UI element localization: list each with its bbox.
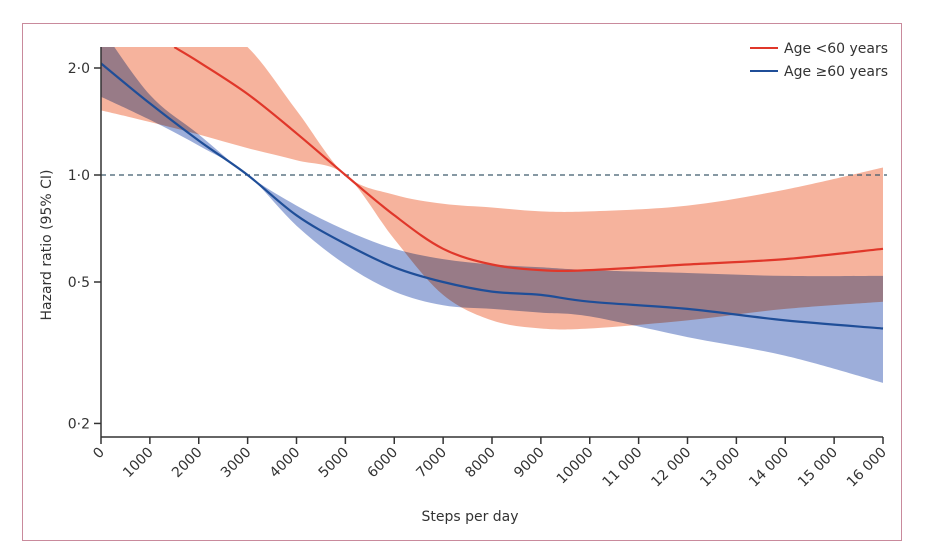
- y-tick-label: 1·0: [68, 168, 90, 184]
- y-axis-title: Hazard ratio (95% CI): [39, 169, 55, 320]
- x-tick-label: 4000: [267, 445, 304, 482]
- ci-band-over-60: [101, 47, 883, 383]
- x-tick-label: 16 000: [844, 445, 890, 491]
- legend: Age <60 years Age ≥60 years: [750, 41, 888, 80]
- x-tick-label: 10000: [554, 445, 597, 488]
- x-tick-label: 11 000: [599, 445, 645, 491]
- legend-label: Age ≥60 years: [784, 64, 888, 80]
- y-tick-label: 0·5: [68, 275, 90, 291]
- x-tick-label: 0: [90, 445, 108, 463]
- x-tick-label: 5000: [316, 445, 353, 482]
- x-tick-label: 13 000: [697, 445, 743, 491]
- ci-band-under-60: [101, 47, 883, 330]
- x-tick-label: 12 000: [648, 445, 694, 491]
- x-axis-title: Steps per day: [421, 509, 518, 525]
- x-tick-label: 7000: [413, 445, 450, 482]
- line-under-60: [173, 47, 884, 272]
- x-tick-label: 1000: [120, 445, 157, 482]
- x-tick-label: 15 000: [795, 445, 841, 491]
- x-tick-label: 3000: [218, 445, 255, 482]
- series-lines: [101, 47, 884, 330]
- y-tick-label: 2·0: [68, 61, 90, 77]
- x-tick-label: 9000: [511, 445, 548, 482]
- x-tick-label: 14 000: [746, 445, 792, 491]
- x-tick-label: 8000: [462, 445, 499, 482]
- x-tick-label: 6000: [365, 445, 402, 482]
- line-over-60: [101, 62, 884, 330]
- x-tick-label: 2000: [169, 445, 206, 482]
- y-tick-label: 0·2: [68, 416, 90, 432]
- confidence-bands: [101, 47, 883, 383]
- figure-frame: [22, 23, 902, 541]
- legend-label: Age <60 years: [784, 41, 888, 57]
